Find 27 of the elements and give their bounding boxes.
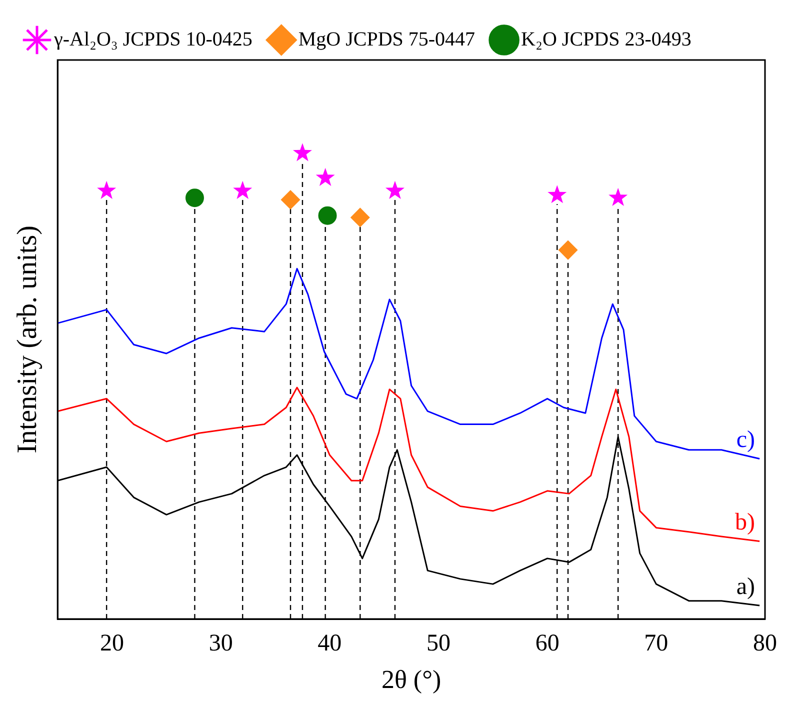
point [350, 208, 370, 227]
point [608, 188, 628, 206]
x-tick-label: 40 [318, 630, 342, 657]
series-label: b) [735, 510, 755, 536]
x-tick-label: 70 [644, 630, 668, 657]
point [97, 180, 116, 199]
point [318, 206, 337, 225]
x-tick-label: 30 [208, 630, 233, 657]
point [558, 240, 578, 260]
legend-label: γ-Al₂O₃ JCPDS 10-0425 [53, 28, 252, 50]
legend-label: MgO JCPDS 75-0447 [298, 28, 476, 50]
point [316, 168, 335, 186]
legend-label: K₂O JCPDS 23-0493 [521, 28, 692, 50]
point [233, 180, 252, 199]
y-axis-title: Intensity (arb. units) [12, 226, 44, 454]
x-tick-label: 50 [426, 630, 451, 657]
x-tick-label: 20 [100, 630, 124, 657]
point [385, 180, 404, 199]
x-tick-label: 60 [535, 630, 560, 657]
series-label: a) [736, 574, 755, 600]
point [281, 190, 300, 209]
x-axis-title: 2θ (°) [381, 665, 442, 694]
series-label: c) [736, 427, 755, 454]
point [185, 188, 204, 208]
point [548, 185, 567, 204]
x-tick-label: 80 [753, 630, 777, 657]
point [292, 143, 312, 162]
